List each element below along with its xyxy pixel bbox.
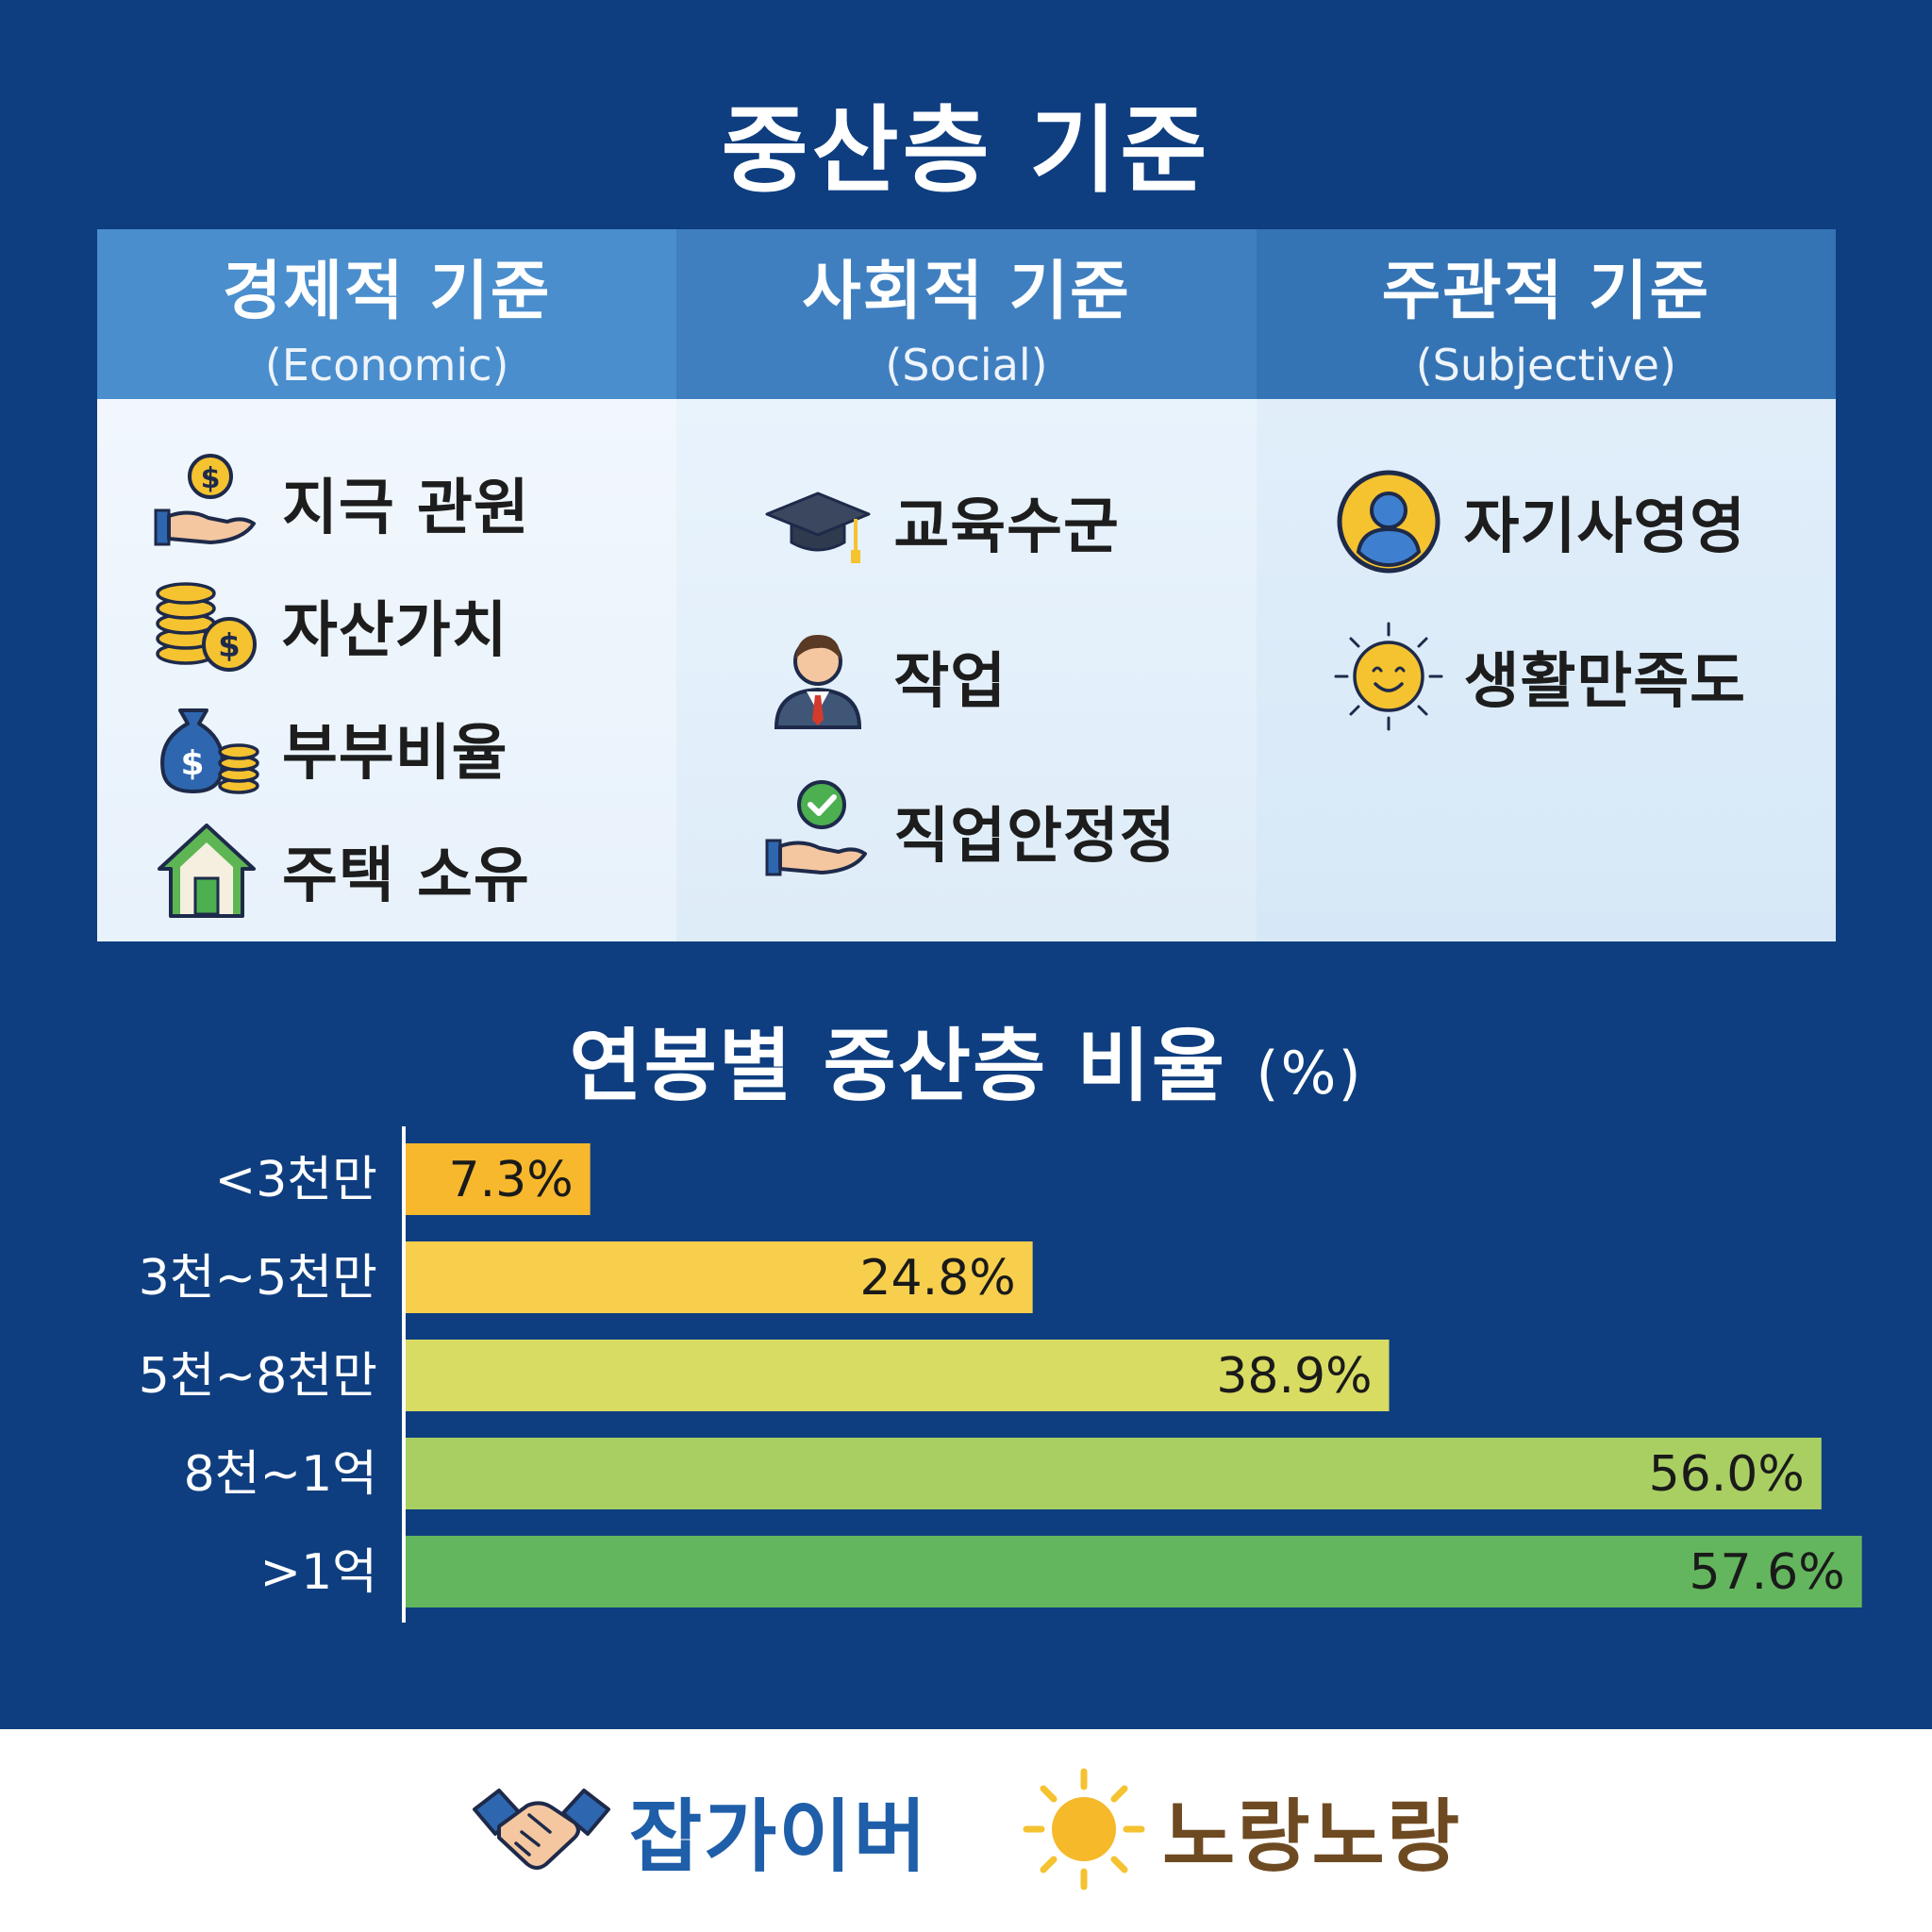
- bar: [406, 1241, 1033, 1313]
- brand-norang: 노랑노랑: [1023, 1768, 1461, 1894]
- hand-coin-icon: $: [152, 448, 261, 558]
- category-label: 3천~5천만: [139, 1250, 377, 1307]
- value-label: 7.3%: [449, 1152, 574, 1208]
- value-label: 57.6%: [1689, 1544, 1844, 1601]
- chart-title-text: 연봉별 중산층 비율: [569, 1020, 1227, 1112]
- economic-item-housing: 주택 소유: [152, 816, 530, 925]
- income-bar-chart: <3천만 7.3% 3천~5천만 24.8% 5천~8천만 38.9% 8천~1억 56.0%…: [139, 1126, 1862, 1623]
- subjective-item-life-satisfaction: 생활만족도: [1334, 622, 1746, 731]
- brand-norang-name: 노랑노랑: [1162, 1790, 1462, 1883]
- subjective-subtitle: (Subjective): [1415, 339, 1676, 391]
- social-item-label: 교육수군: [893, 492, 1120, 562]
- svg-text:$: $: [201, 462, 221, 495]
- social-column: 사회적 기준 (Social) 교육수군: [676, 229, 1257, 941]
- economic-item-income: $ 지극 관원: [152, 448, 530, 558]
- footer: 잡가이버 노랑노랑: [0, 1729, 1932, 1932]
- economic-subtitle: (Economic): [264, 339, 509, 391]
- value-label: 38.9%: [1216, 1348, 1372, 1405]
- social-item-job-stability: 직업안정정: [763, 776, 1175, 886]
- social-item-label: 직업안정정: [893, 802, 1176, 872]
- bar: [406, 1438, 1822, 1509]
- social-item-label: 작업: [893, 647, 1008, 717]
- bar: [406, 1143, 591, 1215]
- value-label: 24.8%: [859, 1250, 1015, 1307]
- social-body: 교육수군 작업: [676, 399, 1257, 941]
- subjective-header: 주관적 기준 (Subjective): [1256, 229, 1836, 399]
- handshake-icon: [471, 1777, 612, 1885]
- economic-title: 경제적 기준: [222, 254, 552, 329]
- subjective-item-self-esteem: 자기사영영: [1334, 467, 1746, 576]
- economic-item-ratio: $ 부부비율: [152, 693, 508, 803]
- category-label: <3천만: [215, 1152, 377, 1208]
- subjective-column: 주관적 기준 (Subjective) 자기사영영: [1256, 229, 1836, 941]
- social-item-occupation: 작업: [763, 622, 1007, 731]
- bar: [406, 1536, 1862, 1607]
- economic-column: 경제적 기준 (Economic) $ 지극 관원: [97, 229, 677, 941]
- user-circle-icon: [1334, 467, 1443, 576]
- businessman-icon: [763, 622, 873, 731]
- social-item-education: 교육수군: [763, 467, 1120, 576]
- criteria-table: 경제적 기준 (Economic) $ 지극 관원: [97, 229, 1836, 941]
- bar: [406, 1340, 1390, 1411]
- svg-text:$: $: [180, 744, 204, 783]
- smiling-sun-icon: [1334, 622, 1443, 731]
- value-label: 56.0%: [1649, 1446, 1805, 1503]
- category-label: 8천~1억: [184, 1446, 377, 1503]
- category-label: >1억: [260, 1544, 378, 1601]
- brand-jobgyver: 잡가이버: [471, 1774, 928, 1888]
- social-header: 사회적 기준 (Social): [676, 229, 1257, 399]
- svg-text:$: $: [218, 627, 241, 665]
- social-title: 사회적 기준: [802, 254, 1131, 329]
- subjective-title: 주관적 기준: [1381, 254, 1711, 329]
- category-label: 5천~8천만: [139, 1348, 377, 1405]
- chart-unit-label: (%): [1256, 1039, 1363, 1108]
- page-title: 중산층 기준: [721, 95, 1211, 206]
- economic-item-label: 지극 관원: [282, 474, 530, 543]
- subjective-body: 자기사영영: [1256, 399, 1836, 941]
- brand-jobgyver-name: 잡가이버: [628, 1790, 928, 1883]
- chart-title: 연봉별 중산층 비율 (%): [0, 1003, 1932, 1117]
- hand-check-icon: [763, 776, 873, 886]
- economic-item-assets: $ 자산가치: [152, 571, 508, 680]
- economic-item-label: 부부비율: [282, 719, 508, 789]
- graduation-cap-icon: [763, 467, 873, 576]
- sun-icon: [1023, 1768, 1145, 1894]
- economic-body: $ 지극 관원: [97, 399, 677, 941]
- subjective-item-label: 생활만족도: [1463, 647, 1747, 717]
- coin-stack-icon: $: [152, 571, 261, 680]
- economic-item-label: 자산가치: [282, 596, 508, 666]
- money-bag-icon: $: [152, 693, 261, 803]
- social-subtitle: (Social): [885, 339, 1048, 391]
- economic-header: 경제적 기준 (Economic): [97, 229, 677, 399]
- subjective-item-label: 자기사영영: [1463, 492, 1747, 562]
- economic-item-label: 주택 소유: [282, 841, 530, 911]
- house-icon: [152, 816, 261, 925]
